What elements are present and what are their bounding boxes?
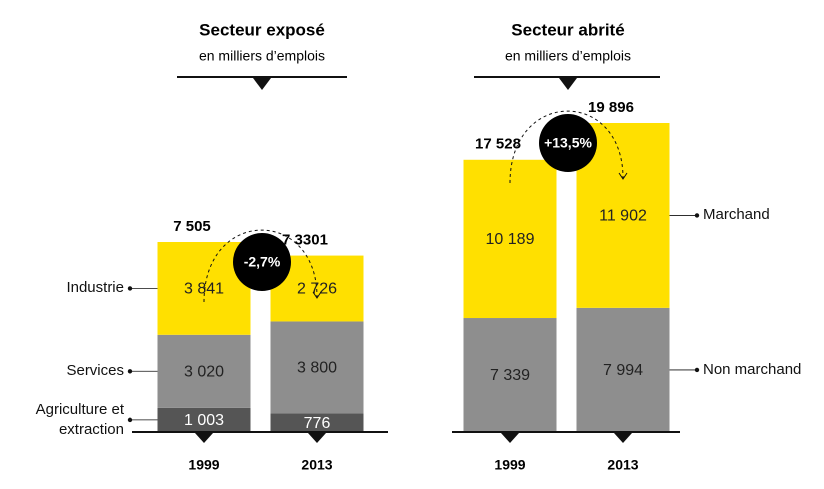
change-arc <box>509 110 624 184</box>
value-label: 7 994 <box>603 362 643 379</box>
legend-label: Agriculture et extraction <box>35 400 124 438</box>
change-badge <box>233 233 291 291</box>
value-label: 11 902 <box>599 208 647 225</box>
legend-dot <box>127 286 133 291</box>
legend-label: Marchand <box>703 206 770 224</box>
legend-dot <box>694 367 700 373</box>
bar-segment <box>270 321 364 414</box>
bar-segment <box>463 318 557 432</box>
arc-head <box>618 172 628 180</box>
bar-pointer <box>308 433 326 443</box>
bar-segment <box>157 407 251 432</box>
x-tick-label: 2013 <box>301 457 332 473</box>
total-label: 7 505 <box>173 218 211 235</box>
chart-subtitle: en milliers d’emplois <box>505 48 631 64</box>
value-label: 3 841 <box>184 281 224 298</box>
bar-segment <box>270 413 364 432</box>
chart-subtitle: en milliers d’emplois <box>199 48 325 64</box>
legend-dot <box>127 417 133 423</box>
x-tick-label: 2013 <box>607 457 638 473</box>
bar-segment <box>576 307 670 432</box>
chart-title: Secteur exposé <box>199 20 325 39</box>
change-badge <box>539 114 597 172</box>
change-label: +13,5% <box>544 135 592 151</box>
bar-segment <box>463 159 557 319</box>
change-label: -2,7% <box>244 254 281 270</box>
value-label: 1 003 <box>184 412 224 429</box>
value-label: 3 800 <box>297 360 337 377</box>
x-tick-label: 1999 <box>494 457 525 473</box>
chart-title: Secteur abrité <box>511 20 624 39</box>
arc-head <box>312 291 322 299</box>
total-label: 7 3301 <box>282 232 328 249</box>
legend-label: Services <box>66 362 124 380</box>
bar-pointer <box>614 433 632 443</box>
total-label: 19 896 <box>588 99 634 116</box>
value-label: 10 189 <box>486 231 535 248</box>
value-label: 3 020 <box>184 364 224 381</box>
legend-dot <box>127 369 133 374</box>
legend-label: Industrie <box>66 279 124 297</box>
legend-dot <box>694 213 700 218</box>
title-pointer <box>559 78 577 90</box>
value-label: 7 339 <box>490 367 530 384</box>
x-tick-label: 1999 <box>188 457 219 473</box>
bar-pointer <box>501 433 519 443</box>
title-pointer <box>253 78 271 90</box>
bar-pointer <box>195 433 213 443</box>
value-label: 776 <box>304 415 331 432</box>
bar-segment <box>157 334 251 408</box>
total-label: 17 528 <box>475 136 521 153</box>
legend-label: Non marchand <box>703 360 802 378</box>
change-arc <box>203 229 318 303</box>
